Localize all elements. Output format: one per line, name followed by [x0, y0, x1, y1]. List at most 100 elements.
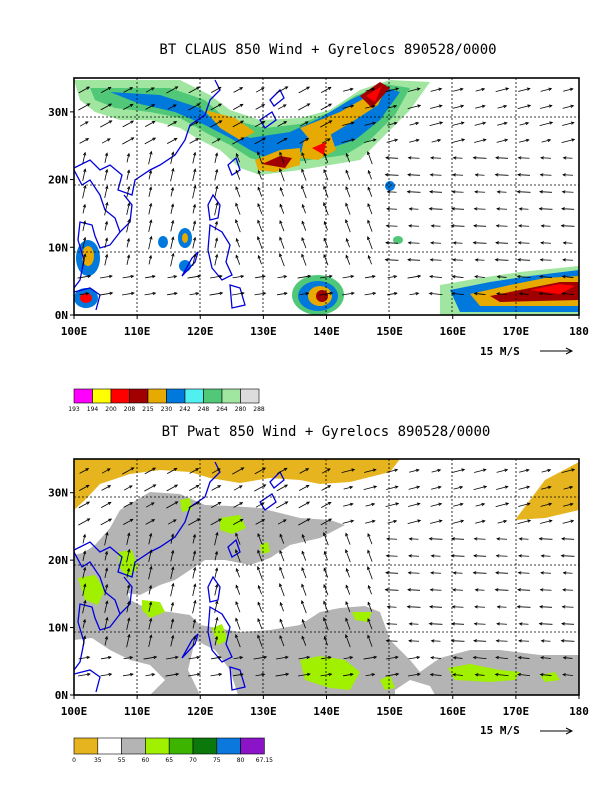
wind-vector	[232, 274, 245, 279]
colorbar-label: 242	[179, 406, 191, 413]
wind-vector	[210, 103, 223, 111]
wind-vector	[494, 173, 509, 177]
wind-vector	[430, 554, 441, 558]
wind-vector	[541, 138, 552, 143]
wind-vector	[301, 236, 307, 249]
wind-vector	[540, 519, 553, 524]
wind-vector	[495, 224, 508, 228]
wind-vector	[496, 605, 507, 609]
wind-vector	[407, 588, 421, 592]
wind-vector	[345, 219, 351, 233]
wind-vector	[365, 519, 376, 524]
wind-vector	[166, 484, 179, 492]
x-tick-label: 100E	[61, 705, 88, 718]
wind-vector	[540, 104, 553, 109]
wind-vector	[301, 550, 307, 561]
wind-vector	[345, 185, 351, 198]
wind-vector	[301, 618, 306, 629]
wind-vector	[428, 622, 443, 626]
wind-vector	[82, 236, 87, 249]
wind-vector	[563, 87, 574, 92]
wind-vector	[363, 655, 378, 660]
wind-vector	[430, 156, 442, 160]
wind-vector	[277, 121, 288, 127]
wind-vector	[494, 672, 509, 677]
wind-vector	[452, 156, 463, 160]
colorbar-swatch	[129, 388, 149, 404]
wind-vector	[235, 617, 241, 630]
wind-vector	[472, 655, 487, 660]
wind-vector	[452, 104, 465, 109]
wind-vector	[518, 502, 531, 507]
wind-vector	[126, 584, 131, 595]
wind-vector	[232, 137, 245, 145]
wind-vector	[214, 220, 219, 231]
wind-vector	[99, 291, 114, 296]
wind-vector	[563, 502, 574, 507]
wind-vector	[562, 519, 575, 524]
wind-vector	[82, 151, 87, 164]
wind-vector	[232, 103, 244, 111]
wind-vector	[496, 292, 508, 296]
wind-vector	[192, 533, 197, 544]
y-tick-label: 20N	[48, 174, 68, 187]
wind-vector	[430, 656, 442, 660]
wind-vector	[148, 150, 153, 165]
wind-vector	[429, 588, 442, 592]
wind-vector	[235, 600, 241, 613]
wind-vector	[77, 274, 92, 279]
wind-vector	[323, 220, 328, 231]
wind-vector	[276, 86, 289, 94]
wind-vector	[214, 201, 219, 216]
wind-vector	[323, 567, 329, 578]
wind-vector	[453, 87, 464, 92]
wind-vector	[474, 173, 485, 177]
wind-vector	[452, 121, 465, 126]
wind-vector	[167, 121, 178, 127]
wind-vector	[101, 468, 111, 474]
wind-vector	[145, 673, 156, 677]
wind-vector	[343, 502, 354, 507]
wind-vector	[78, 86, 91, 94]
wind-vector	[323, 152, 329, 163]
wind-vector	[343, 656, 354, 660]
wind-vector	[367, 566, 373, 580]
wind-vector	[451, 622, 465, 626]
wind-vector	[386, 485, 399, 490]
wind-vector	[384, 258, 399, 262]
wind-vector	[496, 468, 509, 473]
wind-vector	[255, 502, 265, 508]
wind-vector	[257, 584, 262, 595]
wind-vector	[235, 634, 241, 648]
wind-vector	[100, 120, 113, 128]
wind-vector	[122, 291, 135, 296]
wind-vector	[257, 219, 263, 232]
x-tick-label: 180	[569, 325, 589, 338]
wind-vector	[301, 151, 307, 164]
wind-vector	[214, 237, 219, 248]
wind-vector	[384, 588, 399, 592]
colorbar-label: 280	[235, 406, 247, 413]
wind-vector	[560, 224, 575, 228]
wind-vector	[214, 567, 219, 578]
wind-vector	[192, 236, 197, 249]
wind-vector	[276, 655, 289, 660]
wind-vector	[211, 138, 221, 144]
x-tick-label: 170E	[503, 325, 530, 338]
wind-vector	[126, 169, 131, 180]
wind-vector	[496, 622, 508, 626]
wind-vector	[82, 550, 87, 561]
wind-vector	[474, 190, 486, 194]
wind-vector	[538, 622, 553, 626]
wind-vector	[189, 121, 199, 127]
wind-vector	[123, 485, 133, 491]
colorbar-label: 193	[68, 406, 80, 413]
wind-vector	[367, 634, 373, 647]
wind-vector	[473, 224, 487, 228]
wind-vector	[104, 635, 109, 646]
wind-vector	[104, 237, 109, 248]
wind-vector	[192, 184, 197, 199]
wind-vector	[517, 104, 532, 109]
wind-vector	[517, 571, 530, 575]
wind-vector	[188, 484, 200, 492]
